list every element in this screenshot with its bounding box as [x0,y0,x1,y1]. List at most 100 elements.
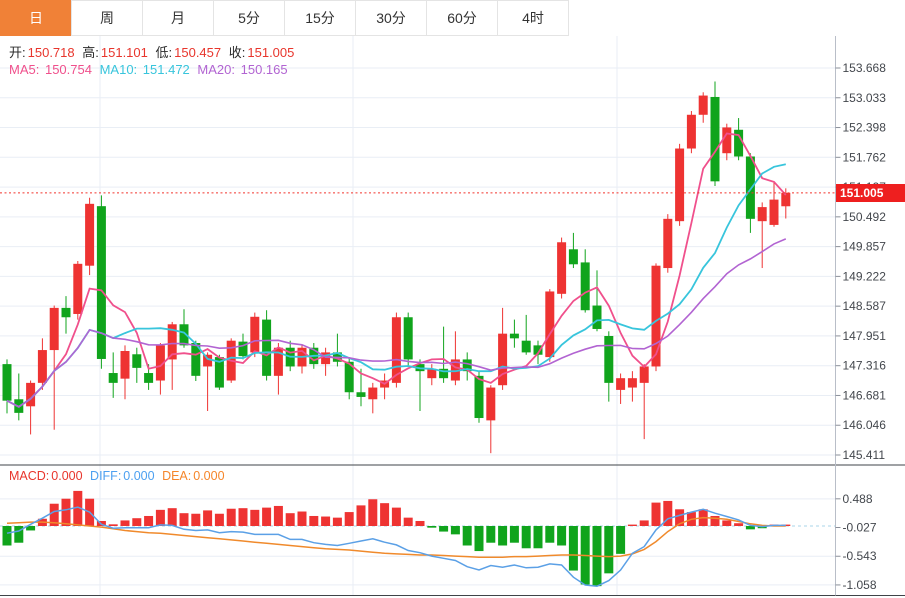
candle-body [191,343,201,376]
macd-bar [344,512,354,526]
macd-bar [108,524,118,526]
candle-body [403,317,413,360]
candle-body [580,262,590,311]
ma10-line [6,163,786,408]
candle-body [144,373,154,383]
candle-body [250,316,260,353]
period-tab-4[interactable]: 15分 [284,0,356,36]
macd-bar [545,526,555,543]
price-tick-label: 146.046 [843,418,887,432]
candle-body [26,382,36,407]
ma5-value: 150.754 [44,62,92,77]
macd-bar [61,498,71,526]
price-tick-label: 150.492 [843,210,887,224]
candle-body [179,324,189,346]
macd-bar [49,503,59,526]
macd-bar [120,520,130,526]
low-value: 150.457 [174,45,222,60]
candle-body [132,354,142,368]
candle-body [427,368,437,379]
close-value: 151.005 [247,45,295,60]
y-axis-labels: 153.668153.033152.398151.762151.127150.4… [835,61,887,462]
price-tick-label: 145.411 [843,448,886,462]
macd-bar [250,509,260,526]
candle-body [533,345,543,355]
macd-bar [191,513,201,526]
candle-body [120,350,130,379]
period-tab-2[interactable]: 月 [142,0,214,36]
high-label: 高: [82,45,99,60]
macd-bar [498,526,508,546]
macd-bar [509,526,519,543]
price-tick-label: 153.033 [843,91,887,105]
price-tick-label: 153.668 [843,61,887,75]
candle-body [214,357,224,388]
macd-readout: MACD: 0.000 DIFF: 0.000 DEA: 0.000 [9,469,229,483]
macd-tick-label: -0.543 [843,549,877,563]
macd-bar [639,520,649,526]
macd-bar [214,513,224,526]
macd-bar [486,526,496,543]
macd-bar [745,526,755,530]
period-tab-6[interactable]: 60分 [426,0,498,36]
period-tab-1[interactable]: 周 [71,0,143,36]
candle-body [509,333,519,339]
candle-body [49,307,59,351]
candle-body [108,373,118,383]
macd-bar [262,507,272,526]
macd-bar [73,490,83,526]
candle-body [545,291,555,358]
candle-body [745,156,755,219]
candle-body [686,114,696,149]
macd-bar [710,515,720,526]
ma20-line [6,238,787,408]
candle-body [734,129,744,157]
candle-body [568,249,578,265]
ohlc-readout: 开: 150.718 高: 151.101 低: 150.457 收: 151.005 [9,42,298,61]
macd-bars-group [2,490,791,587]
candle-body [391,317,401,383]
macd-bar [238,508,248,526]
macd-axis-labels: 0.488 -0.027 -0.543 -1.058 [835,492,877,592]
period-tab-7[interactable]: 4时 [497,0,569,36]
macd-bar [722,520,732,526]
ma20-value: 150.165 [240,62,288,77]
macd-bar [132,518,142,526]
period-tab-5[interactable]: 30分 [355,0,427,36]
candle-body [639,366,649,383]
price-tick-label: 147.951 [843,329,887,343]
macd-bar [167,508,177,526]
macd-bar [285,513,295,526]
macd-bar [356,505,366,526]
macd-bar [332,517,342,526]
candle-body [273,347,283,376]
macd-bar [533,526,543,549]
candle-body [262,319,272,376]
diff-label: DIFF: [90,469,122,483]
dea-line [6,516,786,558]
macd-bar [462,526,472,546]
candle-body [675,148,685,222]
last-price-tag: 151.005 [836,184,905,202]
price-tick-label: 146.681 [843,388,887,402]
ma10-value: 151.472 [142,62,190,77]
candles-group [2,81,791,454]
diff-value: 0.000 [123,469,155,483]
candle-body [321,352,331,365]
macd-bar [557,526,567,546]
low-label: 低: [155,45,173,60]
candle-body [167,324,177,360]
macd-bar [675,509,685,526]
candle-body [61,307,71,318]
ma5-line [6,132,787,408]
macd-value: 0.000 [51,469,83,483]
candle-body [155,345,165,381]
price-tick-label: 147.316 [843,359,887,373]
candle-body [474,375,484,419]
period-tab-3[interactable]: 5分 [213,0,285,36]
period-tab-0[interactable]: 日 [0,0,72,36]
macd-bar [651,502,661,526]
ma-readout: MA5: 150.754 MA10: 151.472 MA20: 150.165 [9,62,292,77]
candle-body [663,218,673,269]
